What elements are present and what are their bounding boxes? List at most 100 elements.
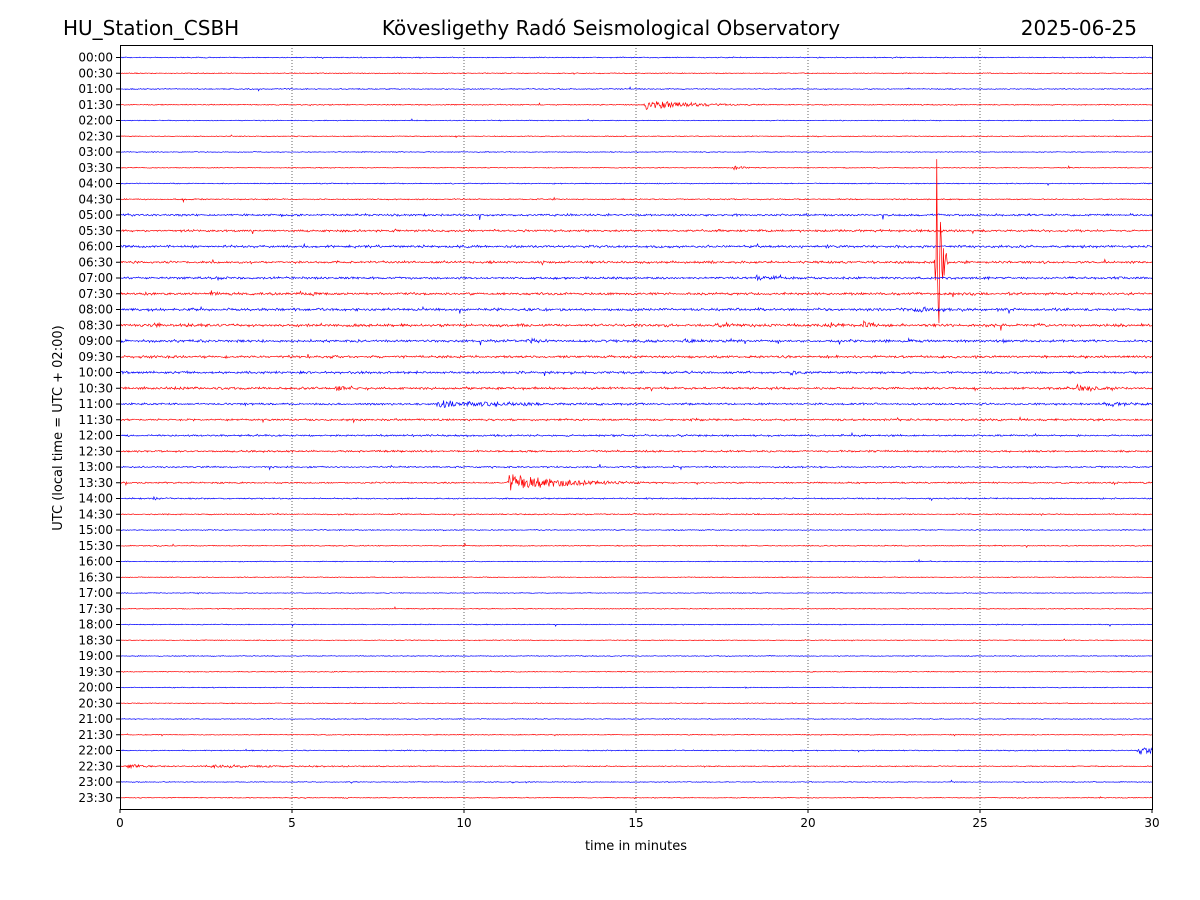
row-label-21:30: 21:30 <box>78 728 113 742</box>
x-tick-label-25: 25 <box>972 816 987 830</box>
seismic-traces <box>119 56 1153 800</box>
trace-19:00 <box>119 655 1153 657</box>
trace-06:00 <box>119 242 1153 249</box>
trace-22:00 <box>119 747 1153 755</box>
row-label-17:30: 17:30 <box>78 602 113 616</box>
trace-09:30 <box>119 353 1153 360</box>
trace-08:00 <box>119 305 1153 314</box>
row-label-22:00: 22:00 <box>78 744 113 758</box>
trace-07:30 <box>119 290 1153 298</box>
row-label-13:00: 13:00 <box>78 460 113 474</box>
trace-20:30 <box>119 702 1153 705</box>
trace-17:30 <box>119 606 1153 611</box>
row-label-16:00: 16:00 <box>78 555 113 569</box>
row-label-23:00: 23:00 <box>78 775 113 789</box>
row-label-07:30: 07:30 <box>78 287 113 301</box>
trace-17:00 <box>119 591 1153 595</box>
station-name: HU_Station_CSBH <box>63 16 239 40</box>
trace-02:30 <box>119 134 1153 139</box>
record-date: 2025-06-25 <box>1021 16 1137 40</box>
row-label-17:00: 17:00 <box>78 586 113 600</box>
trace-23:30 <box>119 796 1153 800</box>
row-label-14:30: 14:30 <box>78 507 113 521</box>
trace-06:30 <box>119 159 1153 324</box>
trace-13:00 <box>119 464 1153 471</box>
x-axis-ticks: 0 5 10 15 20 25 30 <box>116 809 1160 830</box>
row-label-02:00: 02:00 <box>78 114 113 128</box>
row-label-19:00: 19:00 <box>78 649 113 663</box>
row-label-19:30: 19:30 <box>78 665 113 679</box>
row-label-18:30: 18:30 <box>78 633 113 647</box>
row-label-08:00: 08:00 <box>78 303 113 317</box>
trace-21:30 <box>119 733 1153 737</box>
row-label-04:00: 04:00 <box>78 177 113 191</box>
row-label-15:00: 15:00 <box>78 523 113 537</box>
x-tick-label-0: 0 <box>116 816 124 830</box>
row-label-10:30: 10:30 <box>78 381 113 395</box>
row-label-21:00: 21:00 <box>78 712 113 726</box>
observatory-title: Kövesligethy Radó Seismological Observat… <box>382 16 840 40</box>
x-axis-label: time in minutes <box>585 839 687 854</box>
y-axis-label: UTC (local time = UTC + 02:00) <box>51 325 66 530</box>
x-tick-label-20: 20 <box>800 816 815 830</box>
row-label-18:00: 18:00 <box>78 618 113 632</box>
trace-05:00 <box>119 212 1153 221</box>
row-label-09:30: 09:30 <box>78 350 113 364</box>
row-label-05:00: 05:00 <box>78 208 113 222</box>
row-label-16:30: 16:30 <box>78 570 113 584</box>
trace-09:00 <box>119 337 1153 346</box>
trace-19:30 <box>119 669 1153 673</box>
trace-03:00 <box>119 151 1153 154</box>
row-label-06:30: 06:30 <box>78 255 113 269</box>
grid-lines <box>291 45 981 809</box>
trace-08:30 <box>119 319 1153 331</box>
row-label-10:00: 10:00 <box>78 366 113 380</box>
trace-13:30 <box>119 474 1153 491</box>
trace-05:30 <box>119 228 1153 235</box>
row-label-05:30: 05:30 <box>78 224 113 238</box>
row-label-03:30: 03:30 <box>78 161 113 175</box>
trace-11:30 <box>119 416 1153 424</box>
row-label-07:00: 07:00 <box>78 271 113 285</box>
trace-11:00 <box>119 400 1153 408</box>
row-label-00:30: 00:30 <box>78 66 113 80</box>
plot-frame <box>120 45 1153 810</box>
trace-15:30 <box>119 542 1153 549</box>
row-label-08:30: 08:30 <box>78 318 113 332</box>
x-tick-label-10: 10 <box>456 816 471 830</box>
row-label-06:00: 06:00 <box>78 240 113 254</box>
trace-04:30 <box>119 196 1153 204</box>
trace-12:30 <box>119 449 1153 454</box>
trace-14:30 <box>119 512 1153 517</box>
x-tick-label-15: 15 <box>628 816 643 830</box>
trace-00:30 <box>119 72 1153 75</box>
row-label-12:30: 12:30 <box>78 444 113 458</box>
row-label-11:00: 11:00 <box>78 397 113 411</box>
row-label-09:00: 09:00 <box>78 334 113 348</box>
trace-16:00 <box>119 558 1153 563</box>
trace-18:00 <box>119 623 1153 628</box>
trace-04:00 <box>119 182 1153 187</box>
trace-16:30 <box>119 576 1153 579</box>
row-label-13:30: 13:30 <box>78 476 113 490</box>
trace-01:30 <box>119 101 1153 110</box>
row-label-14:00: 14:00 <box>78 492 113 506</box>
trace-23:00 <box>119 779 1153 784</box>
trace-01:00 <box>119 86 1153 92</box>
row-label-20:30: 20:30 <box>78 696 113 710</box>
x-tick-label-30: 30 <box>1144 816 1159 830</box>
trace-14:00 <box>119 495 1153 502</box>
trace-07:00 <box>119 273 1153 282</box>
trace-20:00 <box>119 686 1153 689</box>
row-label-04:30: 04:30 <box>78 192 113 206</box>
row-label-11:30: 11:30 <box>78 413 113 427</box>
trace-15:00 <box>119 528 1153 532</box>
row-label-02:30: 02:30 <box>78 129 113 143</box>
row-label-01:30: 01:30 <box>78 98 113 112</box>
row-label-20:00: 20:00 <box>78 681 113 695</box>
x-tick-label-5: 5 <box>288 816 296 830</box>
trace-02:00 <box>119 118 1153 122</box>
trace-10:30 <box>119 383 1153 393</box>
